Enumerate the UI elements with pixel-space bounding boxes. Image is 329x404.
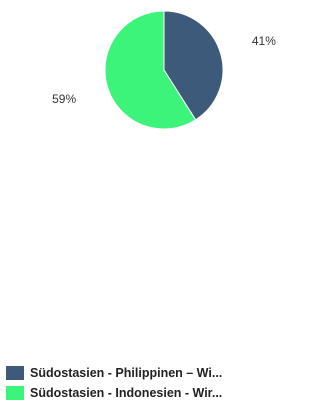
pie-data-label-indonesien: 59% xyxy=(52,92,76,106)
legend-item-indonesien[interactable]: Südostasien - Indonesien - Wir... xyxy=(6,384,326,402)
legend-label-philippinen: Südostasien - Philippinen – Wi... xyxy=(30,366,223,380)
pie-slice-indonesien[interactable] xyxy=(104,10,197,130)
pie-data-labels: 41% 59% xyxy=(52,34,276,106)
pie-data-label-philippinen: 41% xyxy=(252,34,276,48)
legend-swatch-philippinen xyxy=(6,366,24,380)
legend-item-philippinen[interactable]: Südostasien - Philippinen – Wi... xyxy=(6,364,326,382)
legend-swatch-indonesien xyxy=(6,386,24,400)
legend: Südostasien - Philippinen – Wi... Südost… xyxy=(6,364,326,404)
legend-label-indonesien: Südostasien - Indonesien - Wir... xyxy=(30,386,223,400)
pie-slices xyxy=(104,10,224,130)
